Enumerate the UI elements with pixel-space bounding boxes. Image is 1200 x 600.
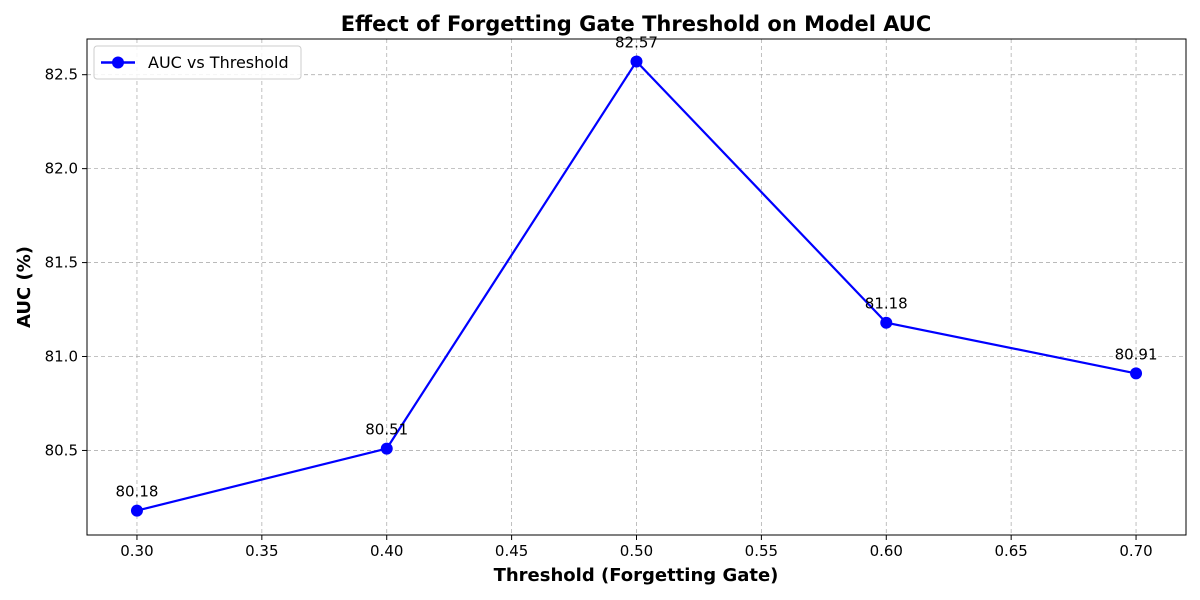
data-point <box>630 55 643 68</box>
x-tick-label: 0.65 <box>994 542 1027 560</box>
chart-title: Effect of Forgetting Gate Threshold on M… <box>341 12 932 36</box>
y-tick-label: 80.5 <box>45 441 78 459</box>
y-tick-label: 82.5 <box>45 66 78 84</box>
y-tick-label: 82.0 <box>45 160 78 178</box>
x-tick-label: 0.55 <box>745 542 778 560</box>
data-point <box>130 504 143 517</box>
data-point <box>1130 367 1143 380</box>
data-point <box>380 442 393 455</box>
y-tick-label: 81.0 <box>45 348 78 366</box>
data-point <box>880 316 893 329</box>
x-axis-label: Threshold (Forgetting Gate) <box>494 565 779 586</box>
x-tick-label: 0.60 <box>870 542 903 560</box>
legend: AUC vs Threshold <box>93 45 302 80</box>
legend-label: AUC vs Threshold <box>148 53 289 72</box>
x-tick-label: 0.40 <box>370 542 403 560</box>
x-tick-label: 0.35 <box>245 542 278 560</box>
y-axis-label: AUC (%) <box>14 246 35 328</box>
y-tick-label: 81.5 <box>45 254 78 272</box>
x-tick-label: 0.30 <box>120 542 153 560</box>
x-tick-label: 0.50 <box>620 542 653 560</box>
legend-box <box>93 45 302 80</box>
data-label: 80.18 <box>115 483 158 501</box>
x-tick-label: 0.45 <box>495 542 528 560</box>
legend-marker-swatch <box>112 56 124 69</box>
data-label: 80.91 <box>1115 345 1158 363</box>
x-tick-label: 0.70 <box>1119 542 1152 560</box>
series-layer: 80.18 80.51 82.57 81.18 80.91 <box>115 34 1158 517</box>
data-label: 82.57 <box>615 34 658 52</box>
data-label: 81.18 <box>865 295 908 313</box>
tick-layer: 0.30 0.35 0.40 0.45 0.50 0.55 0.60 0.65 0.70 80.5… <box>45 66 1153 560</box>
data-label: 80.51 <box>365 421 408 439</box>
